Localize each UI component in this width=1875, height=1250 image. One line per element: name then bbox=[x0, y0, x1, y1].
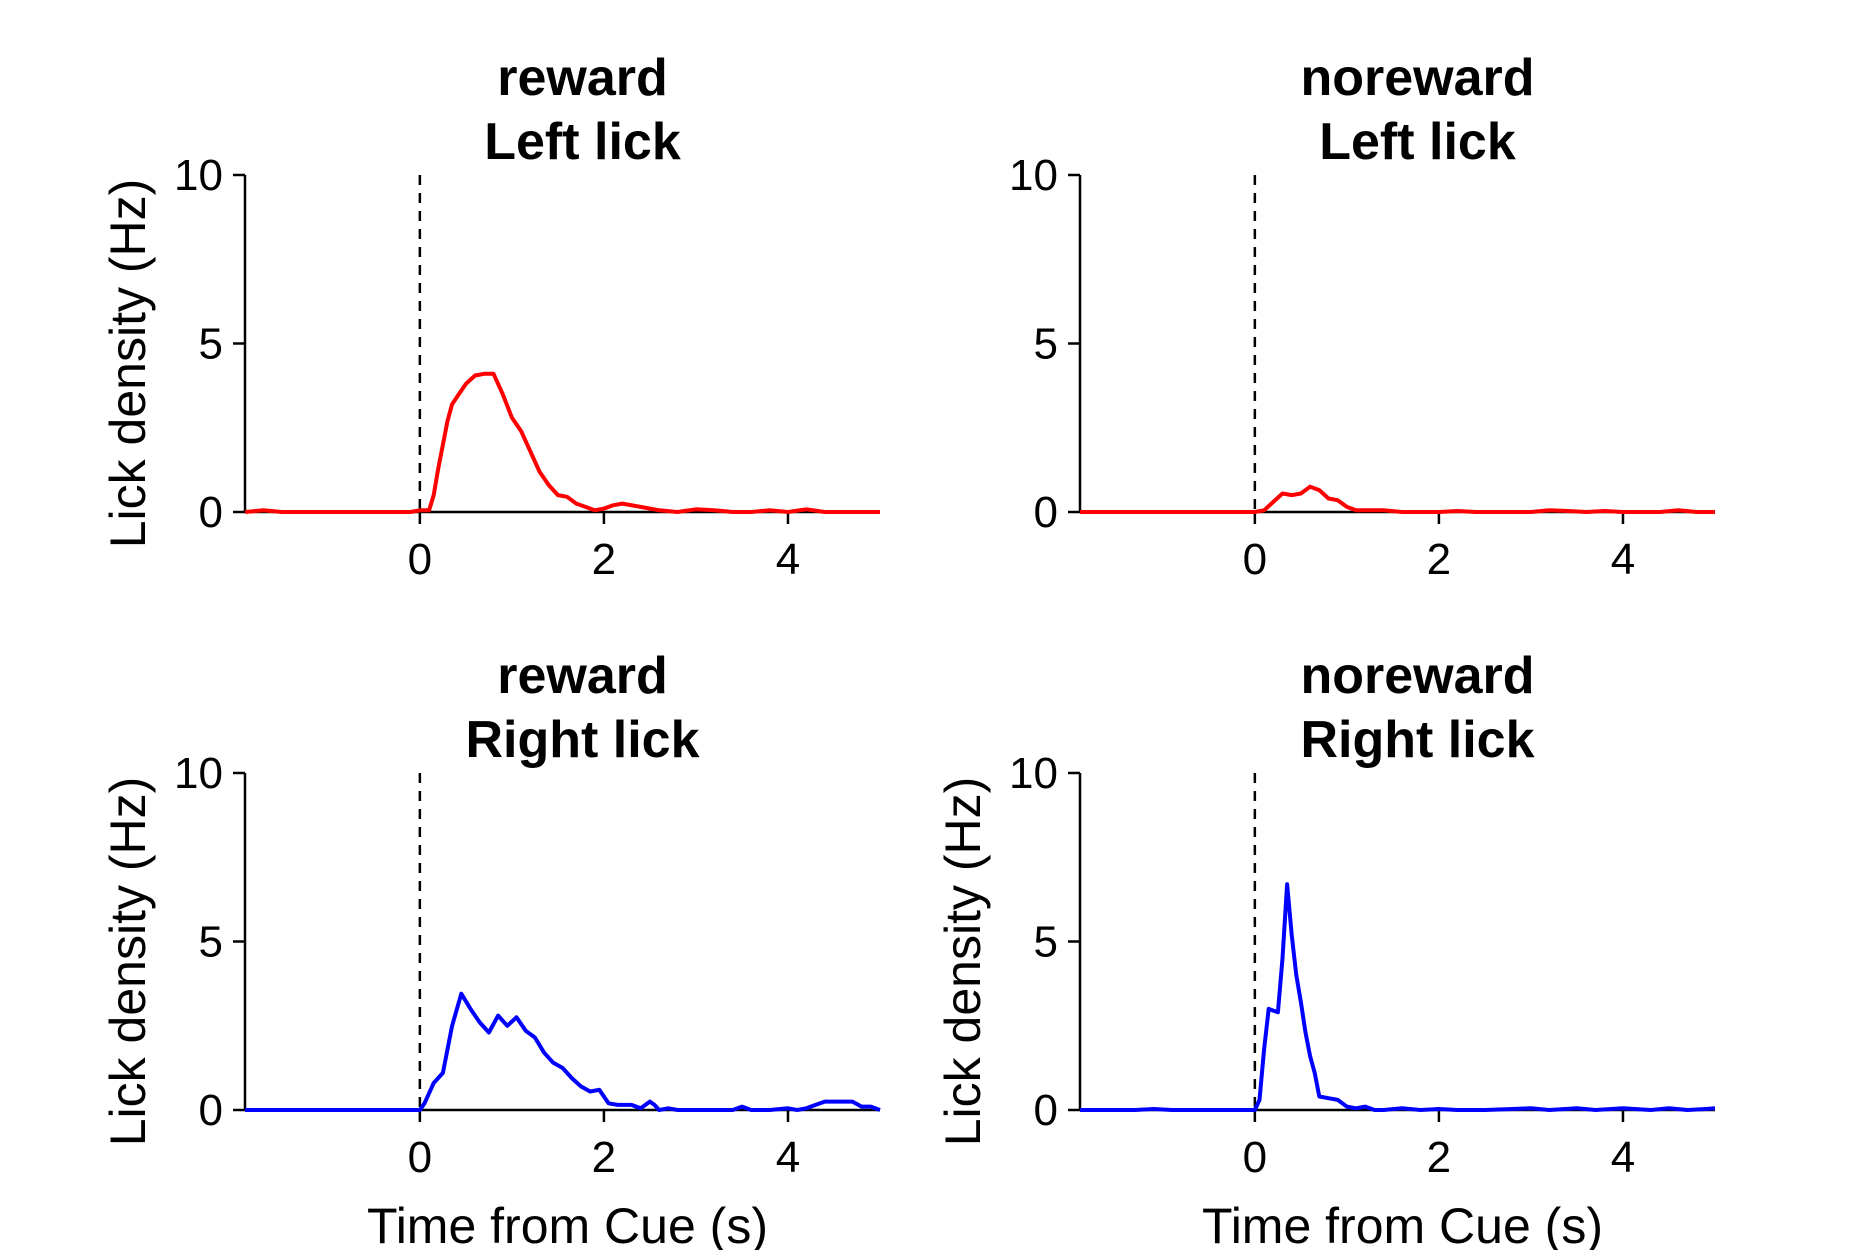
y-axis-label: Lick density (Hz) bbox=[935, 777, 991, 1147]
y-tick-label: 10 bbox=[1009, 151, 1058, 200]
y-tick-label: 5 bbox=[199, 320, 223, 369]
x-tick-label: 4 bbox=[1611, 1133, 1635, 1182]
chart-title-line: reward bbox=[497, 647, 668, 705]
data-series-line bbox=[245, 991, 881, 1112]
x-tick-label: 4 bbox=[776, 1133, 800, 1182]
y-tick-label: 10 bbox=[1009, 749, 1058, 798]
y-axis-label: Lick density (Hz) bbox=[100, 179, 156, 549]
x-tick-label: 4 bbox=[776, 535, 800, 584]
data-series-line bbox=[1080, 484, 1715, 514]
y-axis-label: Lick density (Hz) bbox=[100, 777, 156, 1147]
x-tick-label: 4 bbox=[1611, 535, 1635, 584]
y-tick-label: 0 bbox=[199, 1086, 223, 1135]
chart-title-line: noreward bbox=[1300, 647, 1534, 705]
chart-title-line: Left lick bbox=[484, 113, 681, 171]
y-tick-label: 10 bbox=[174, 749, 223, 798]
chart-title-line: reward bbox=[497, 49, 668, 107]
x-tick-label: 2 bbox=[592, 535, 616, 584]
x-tick-label: 0 bbox=[408, 1133, 432, 1182]
chart-title-line: noreward bbox=[1300, 49, 1534, 107]
chart-title-line: Left lick bbox=[1319, 113, 1516, 171]
chart-panel-2: noreward Left lick 0 5 10 0 2 4 bbox=[1009, 49, 1715, 584]
x-tick-label: 0 bbox=[408, 535, 432, 584]
data-series-line bbox=[1080, 882, 1716, 1112]
y-tick-label: 5 bbox=[1034, 320, 1058, 369]
y-tick-label: 0 bbox=[1034, 488, 1058, 537]
chart-title-line: Right lick bbox=[1300, 711, 1534, 769]
x-tick-label: 0 bbox=[1243, 535, 1267, 584]
x-tick-label: 2 bbox=[592, 1133, 616, 1182]
data-series-line bbox=[244, 371, 880, 514]
chart-panel-1: reward Left lick 0 5 10 0 2 4 Lick density (Hz) bbox=[100, 49, 880, 584]
y-tick-label: 5 bbox=[1034, 918, 1058, 967]
x-axis-label: Time from Cue (s) bbox=[1202, 1198, 1603, 1250]
x-axis-label: Time from Cue (s) bbox=[367, 1198, 768, 1250]
x-tick-label: 0 bbox=[1243, 1133, 1267, 1182]
y-tick-label: 10 bbox=[174, 151, 223, 200]
chart-panel-3: reward Right lick 0 5 10 0 2 4 Lick density (Hz)… bbox=[100, 647, 881, 1250]
chart-title-line: Right lick bbox=[465, 711, 699, 769]
y-tick-label: 5 bbox=[199, 918, 223, 967]
x-tick-label: 2 bbox=[1427, 535, 1451, 584]
chart-panel-4: noreward Right lick 0 5 10 0 2 4 Lick density (H… bbox=[935, 647, 1716, 1250]
y-tick-label: 0 bbox=[1034, 1086, 1058, 1135]
y-tick-label: 0 bbox=[199, 488, 223, 537]
x-tick-label: 2 bbox=[1427, 1133, 1451, 1182]
